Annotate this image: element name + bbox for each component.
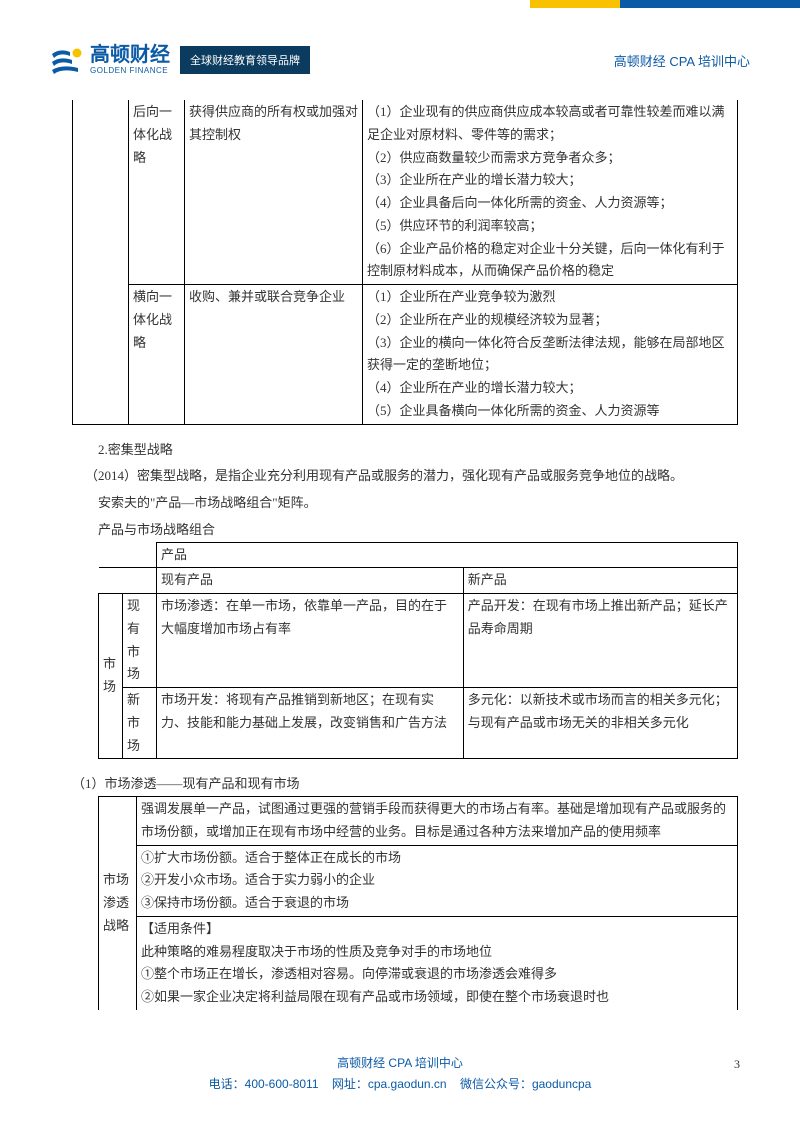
section2-p2: 安索夫的"产品—市场战略组合"矩阵。 [72,492,738,515]
main-content: 后向一体化战略 获得供应商的所有权或加强对其控制权 （1）企业现有的供应商供应成… [72,100,738,1010]
table1-r1c1: 后向一体化战略 [129,100,185,285]
section2-p1: （2014）密集型战略，是指企业充分利用现有产品或服务的潜力，强化现有产品或服务… [72,465,738,488]
matrix-c11: 市场渗透：在单一市场，依靠单一产品，目的在于大幅度增加市场占有率 [157,594,464,688]
table1-left-span [73,100,129,424]
matrix-c22: 多元化：以新技术或市场而言的相关多元化；与现有产品或市场无关的非相关多元化 [463,688,737,759]
integration-strategy-table: 后向一体化战略 获得供应商的所有权或加强对其控制权 （1）企业现有的供应商供应成… [72,100,738,425]
section2-p1-text: （2014）密集型战略，是指企业充分利用现有产品或服务的潜力，强化现有产品或服务… [85,468,683,483]
page-header: 高顿财经 GOLDEN FINANCE 全球财经教育领导品牌 高顿财经 CPA … [50,45,750,75]
penetration-strategy-table: 市场渗透战略 强调发展单一产品，试图通过更强的营销手段而获得更大的市场占有率。基… [98,796,738,1010]
matrix-new-market: 新市场 [123,688,157,759]
matrix-c21: 市场开发：将现有产品推销到新地区；在现有实力、技能和能力基础上发展，改变销售和广… [157,688,464,759]
matrix-market-header: 市场 [99,594,123,759]
matrix-existing-product: 现有产品 [157,568,464,594]
logo-icon [50,46,84,74]
matrix-empty2 [99,568,157,594]
page-footer: 高顿财经 CPA 培训中心 电话：400-600-8011 网址：cpa.gao… [0,1053,800,1096]
matrix-new-product: 新产品 [463,568,737,594]
section2-p3: 产品与市场战略组合 [72,519,738,542]
ansoff-matrix-table: 产品 现有产品 新产品 市场 现有市场 市场渗透：在单一市场，依靠单一产品，目的… [98,542,738,760]
table1-r1c3: （1）企业现有的供应商供应成本较高或者可靠性较差而难以满足企业对原材料、零件等的… [363,100,738,285]
footer-line2: 电话：400-600-8011 网址：cpa.gaodun.cn 微信公众号：g… [0,1074,800,1096]
matrix-product-header: 产品 [157,542,738,568]
footer-tel-label: 电话： [209,1077,245,1091]
matrix-empty-corner [99,542,157,568]
logo-block: 高顿财经 GOLDEN FINANCE 全球财经教育领导品牌 [50,45,310,75]
footer-web: cpa.gaodun.cn [368,1077,447,1091]
matrix-c12: 产品开发：在现有市场上推出新产品；延长产品寿命周期 [463,594,737,688]
logo-english: GOLDEN FINANCE [90,67,170,75]
logo-chinese: 高顿财经 [90,45,170,65]
section2-title: 2.密集型战略 [72,439,738,462]
footer-wx-label: 微信公众号： [460,1077,532,1091]
footer-line1: 高顿财经 CPA 培训中心 [0,1053,800,1075]
footer-tel: 400-600-8011 [245,1077,319,1091]
matrix-existing-market: 现有市场 [123,594,157,688]
sub1-title: （1）市场渗透——现有产品和现有市场 [72,773,738,796]
table1-r2c2: 收购、兼并或联合竞争企业 [185,285,363,425]
table3-r3: 【适用条件】 此种策略的难易程度取决于市场的性质及竞争对手的市场地位 ①整个市场… [137,916,738,1010]
table1-r2c3: （1）企业所在产业竞争较为激烈 （2）企业所在产业的规模经济较为显著； （3）企… [363,285,738,425]
top-accent-bar [520,0,800,8]
table3-r2: ①扩大市场份额。适合于整体正在成长的市场 ②开发小众市场。适合于实力弱小的企业 … [137,845,738,916]
footer-web-label: 网址： [332,1077,368,1091]
table3-label: 市场渗透战略 [99,797,137,1010]
table1-r2c1: 横向一体化战略 [129,285,185,425]
table3-r1: 强调发展单一产品，试图通过更强的营销手段而获得更大的市场占有率。基础是增加现有产… [137,797,738,846]
logo: 高顿财经 GOLDEN FINANCE [50,45,170,75]
header-right-text: 高顿财经 CPA 培训中心 [614,51,750,70]
table1-r1c2: 获得供应商的所有权或加强对其控制权 [185,100,363,285]
footer-wx: gaoduncpa [532,1077,591,1091]
brand-badge: 全球财经教育领导品牌 [180,46,310,74]
